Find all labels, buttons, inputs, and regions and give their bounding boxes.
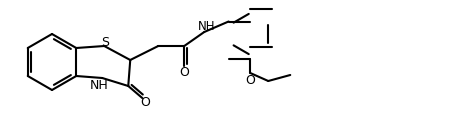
Text: NH: NH — [90, 78, 109, 92]
Text: O: O — [180, 66, 189, 79]
Text: O: O — [140, 96, 150, 109]
Text: O: O — [245, 73, 255, 87]
Text: S: S — [101, 36, 109, 48]
Text: NH: NH — [197, 19, 215, 33]
